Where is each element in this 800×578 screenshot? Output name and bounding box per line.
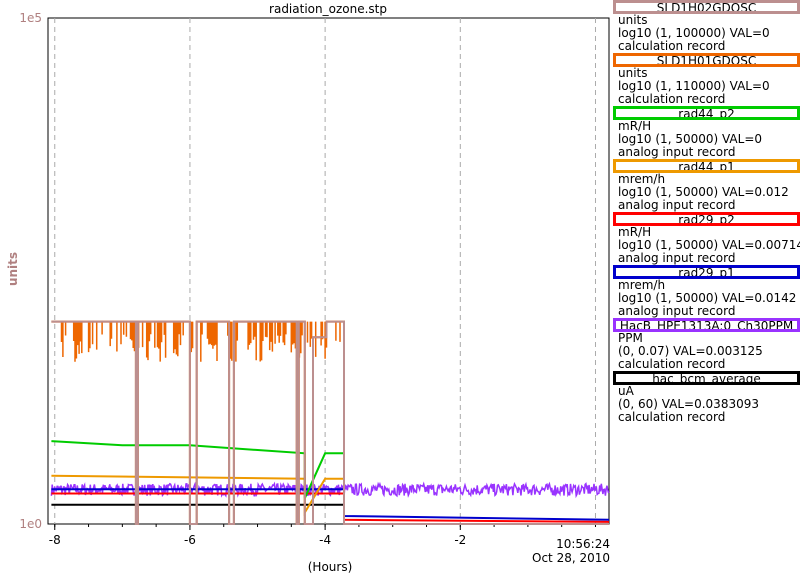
- legend-units: units: [618, 66, 648, 80]
- legend-range: log10 (1, 50000) VAL=0.0142: [618, 291, 797, 305]
- legend-range: (0, 0.07) VAL=0.003125: [618, 344, 763, 358]
- y-axis-label: units: [6, 251, 21, 287]
- legend-record: calculation record: [618, 410, 726, 424]
- legend-record: analog input record: [618, 198, 736, 212]
- x-axis-label: (Hours): [307, 560, 353, 574]
- legend-series-name[interactable]: HacB_HPE1313A:0_Ch30PPM: [613, 318, 800, 332]
- time-readout-time: 10:56:24: [556, 537, 610, 551]
- legend-units: mR/H: [618, 119, 652, 133]
- legend-entry[interactable]: SLD1H01GDOSC units log10 (1, 110000) VAL=0…: [613, 53, 800, 106]
- y-tick-label: 1e5: [19, 11, 42, 25]
- legend-units: mrem/h: [618, 172, 666, 186]
- legend-series-name[interactable]: rad29_p2: [613, 212, 800, 226]
- legend-range: (0, 60) VAL=0.0383093: [618, 397, 759, 411]
- legend-range: log10 (1, 100000) VAL=0: [618, 26, 770, 40]
- legend-entry[interactable]: HacB_HPE1313A:0_Ch30PPM PPM (0, 0.07) VAL=…: [613, 318, 800, 371]
- x-tick-label: -6: [184, 533, 196, 547]
- series-line-HacB_HPE1313A:0_Ch30PPM: [50, 481, 610, 499]
- legend-range: log10 (1, 110000) VAL=0: [618, 79, 770, 93]
- legend-record: analog input record: [618, 304, 736, 318]
- plot-area[interactable]: -8 -6 -4 -2 1e5 1e0: [0, 0, 612, 578]
- x-tick-label: -2: [454, 533, 466, 547]
- legend-series-name[interactable]: SLD1H02GDOSC: [613, 0, 800, 14]
- legend-entry[interactable]: rad44_p2 mR/H log10 (1, 50000) VAL=0 analog…: [613, 106, 800, 159]
- legend-entry[interactable]: rad44_p1 mrem/h log10 (1, 50000) VAL=0.012…: [613, 159, 800, 212]
- legend-range: log10 (1, 50000) VAL=0.00714: [618, 238, 800, 252]
- series-line-SLD1H02GDOSC: [51, 320, 609, 525]
- y-tick-label: 1e0: [19, 517, 42, 531]
- x-tick-label: -8: [49, 533, 61, 547]
- legend-series-name[interactable]: hac_bcm_average: [613, 371, 800, 385]
- legend-series-name[interactable]: SLD1H01GDOSC: [613, 53, 800, 67]
- legend-range: log10 (1, 50000) VAL=0: [618, 132, 763, 146]
- legend-units: mrem/h: [618, 278, 666, 292]
- legend-entry[interactable]: hac_bcm_average uA (0, 60) VAL=0.0383093 ca…: [613, 371, 800, 424]
- plot-frame: [47, 17, 610, 525]
- legend: SLD1H02GDOSC units log10 (1, 100000) VAL=0…: [613, 0, 800, 424]
- chart-title: radiation_ozone.stp: [269, 2, 387, 16]
- legend-series-name[interactable]: rad44_p2: [613, 106, 800, 120]
- legend-units: PPM: [618, 331, 643, 345]
- time-readout: 10:56:24 Oct 28, 2010: [505, 537, 610, 565]
- legend-range: log10 (1, 50000) VAL=0.012: [618, 185, 789, 199]
- x-tick-label: -4: [319, 533, 331, 547]
- legend-entry[interactable]: rad29_p1 mrem/h log10 (1, 50000) VAL=0.014…: [613, 265, 800, 318]
- legend-record: calculation record: [618, 92, 726, 106]
- legend-record: analog input record: [618, 251, 736, 265]
- legend-record: calculation record: [618, 357, 726, 371]
- legend-entry[interactable]: SLD1H02GDOSC units log10 (1, 100000) VAL=0…: [613, 0, 800, 53]
- legend-entry[interactable]: rad29_p2 mR/H log10 (1, 50000) VAL=0.00714…: [613, 212, 800, 265]
- series-spikes-SLD1H01GDOSC: [60, 321, 341, 362]
- legend-units: units: [618, 13, 648, 27]
- legend-units: uA: [618, 384, 634, 398]
- legend-series-name[interactable]: rad29_p1: [613, 265, 800, 279]
- legend-record: analog input record: [618, 145, 736, 159]
- legend-units: mR/H: [618, 225, 652, 239]
- time-readout-date: Oct 28, 2010: [532, 551, 610, 565]
- legend-series-name[interactable]: rad44_p1: [613, 159, 800, 173]
- legend-record: calculation record: [618, 39, 726, 53]
